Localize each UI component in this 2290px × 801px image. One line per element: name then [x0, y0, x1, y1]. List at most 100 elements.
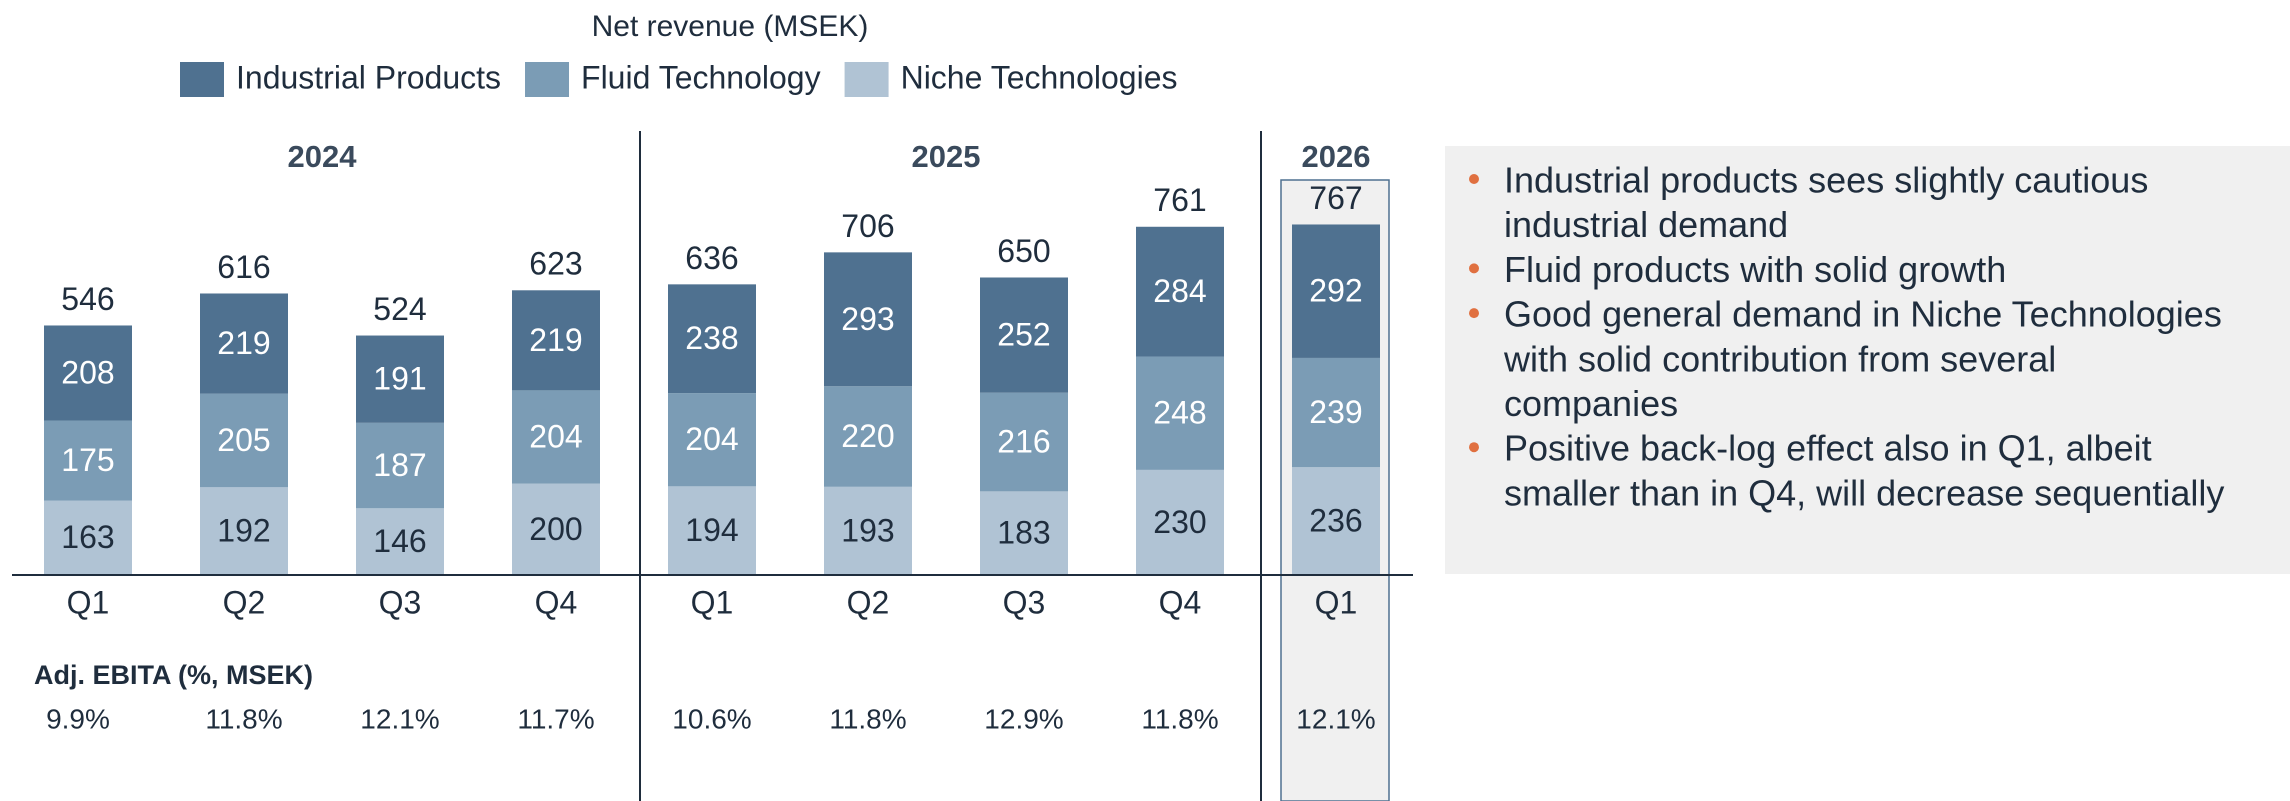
bar-segment	[1136, 226, 1224, 357]
year-label: 2024	[288, 139, 358, 174]
bar-segment	[44, 500, 132, 575]
total-label: 706	[841, 208, 894, 244]
bar-segment	[668, 393, 756, 487]
bullet	[1469, 263, 1479, 274]
data-label: 252	[997, 317, 1050, 353]
bar-segment	[200, 487, 288, 575]
bar-segment	[44, 325, 132, 421]
total-label: 761	[1153, 182, 1206, 218]
bar-segment	[356, 422, 444, 509]
x-tick-label: Q1	[1315, 584, 1358, 620]
x-tick-label: Q3	[379, 584, 422, 620]
ebita-value: 12.1%	[360, 703, 439, 734]
bar-segment	[824, 252, 912, 387]
bar-segment	[200, 293, 288, 394]
data-label: 219	[529, 322, 582, 358]
notes-panel	[1445, 146, 2290, 574]
bar-segment	[824, 486, 912, 575]
legend-label: Fluid Technology	[581, 59, 821, 95]
ebita-value: 10.6%	[672, 703, 751, 734]
data-label: 239	[1309, 394, 1362, 430]
bullet	[1469, 174, 1479, 184]
legend-label: Industrial Products	[236, 59, 501, 95]
ebita-value: 11.8%	[205, 703, 282, 734]
data-label: 187	[373, 447, 426, 483]
data-label: 204	[685, 421, 738, 457]
legend-swatch	[844, 62, 889, 97]
data-label: 220	[841, 418, 894, 454]
bar-segment	[1292, 357, 1380, 468]
ebita-value: 12.1%	[1296, 703, 1375, 734]
bar-segment	[44, 420, 132, 501]
year-label: 2026	[1302, 139, 1371, 174]
data-label: 284	[1153, 273, 1206, 309]
data-label: 163	[61, 519, 114, 555]
bar-segment	[512, 290, 600, 391]
bullet	[1469, 308, 1479, 319]
note-text: Fluid products with solid growth	[1504, 249, 2006, 290]
note-text: with solid contribution from several	[1503, 338, 2056, 379]
note-text: companies	[1504, 383, 1678, 424]
data-label: 238	[685, 320, 738, 356]
data-label: 230	[1153, 504, 1206, 540]
data-label: 219	[217, 325, 270, 361]
note-text: Positive back-log effect also in Q1, alb…	[1504, 428, 2152, 469]
ebita-label: Adj. EBITA (%, MSEK)	[34, 660, 313, 690]
x-tick-label: Q1	[67, 584, 110, 620]
chart-title: Net revenue (MSEK)	[592, 10, 869, 43]
total-label: 524	[373, 291, 426, 327]
note-text: Industrial products sees slightly cautio…	[1504, 160, 2148, 201]
data-label: 204	[529, 418, 582, 454]
ebita-value: 11.8%	[1141, 703, 1218, 734]
data-label: 175	[61, 442, 114, 478]
ebita-value: 9.9%	[46, 703, 110, 734]
bar-segment	[1136, 469, 1224, 575]
ebita-value: 11.8%	[829, 703, 906, 734]
bar-segment	[668, 486, 756, 575]
data-label: 236	[1309, 503, 1362, 539]
bar-segment	[668, 284, 756, 394]
bar-segment	[824, 386, 912, 487]
data-label: 248	[1153, 395, 1206, 431]
data-label: 194	[685, 512, 738, 548]
note-text: industrial demand	[1504, 204, 1788, 245]
data-label: 192	[217, 513, 270, 549]
x-tick-label: Q3	[1003, 584, 1046, 620]
bar-segment	[200, 393, 288, 488]
data-label: 205	[217, 422, 270, 458]
bullet	[1469, 442, 1479, 453]
x-tick-label: Q2	[223, 584, 266, 620]
bar-segment	[980, 277, 1068, 393]
note-text: smaller than in Q4, will decrease sequen…	[1504, 472, 2224, 513]
legend-swatch	[180, 62, 224, 97]
total-label: 650	[997, 233, 1050, 269]
total-label: 623	[529, 246, 582, 282]
total-label: 546	[61, 281, 114, 317]
total-label: 636	[685, 240, 738, 276]
x-tick-label: Q1	[691, 584, 734, 620]
data-label: 191	[373, 361, 426, 397]
x-tick-label: Q4	[535, 584, 578, 620]
bar-segment	[1136, 356, 1224, 470]
bar-segment	[1292, 224, 1380, 358]
total-label: 616	[217, 249, 270, 285]
bar-segment	[512, 483, 600, 575]
x-tick-label: Q2	[847, 584, 890, 620]
data-label: 193	[841, 512, 894, 548]
legend-label: Niche Technologies	[901, 59, 1178, 95]
data-label: 146	[373, 523, 426, 559]
bar-segment	[356, 508, 444, 575]
note-text: Good general demand in Niche Technologie…	[1504, 294, 2222, 335]
data-label: 293	[841, 301, 894, 337]
data-label: 200	[529, 511, 582, 547]
x-tick-label: Q4	[1159, 584, 1202, 620]
ebita-value: 11.7%	[517, 703, 594, 734]
bar-segment	[980, 491, 1068, 575]
data-label: 208	[61, 354, 114, 390]
legend-swatch	[525, 62, 570, 97]
total-label: 767	[1309, 180, 1362, 216]
bar-segment	[1292, 467, 1380, 575]
data-label: 292	[1309, 273, 1362, 309]
year-label: 2025	[912, 139, 981, 174]
